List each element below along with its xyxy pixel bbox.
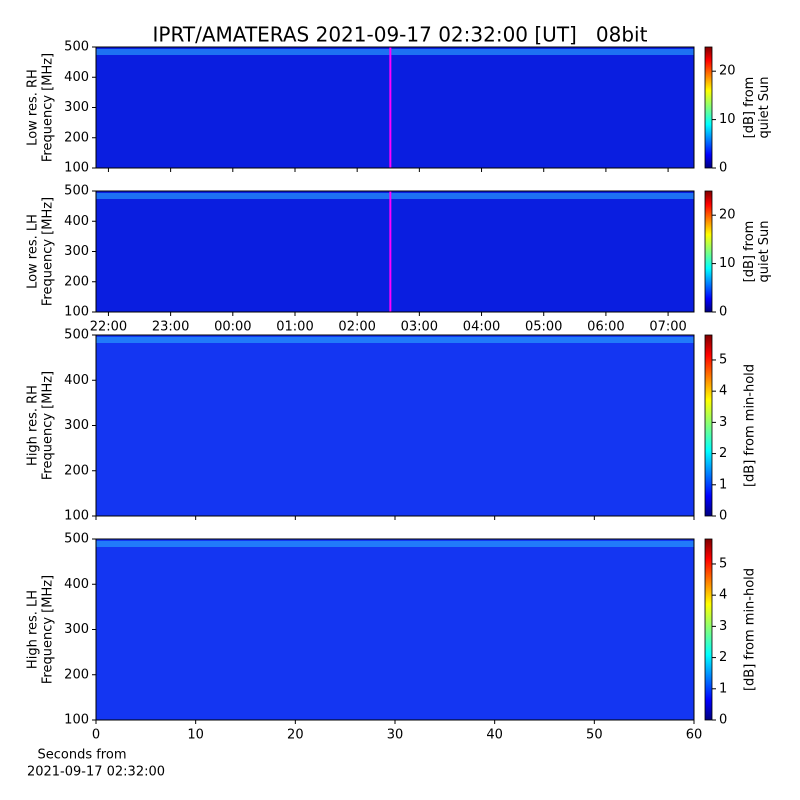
colorbar [704, 46, 713, 169]
top-band [96, 193, 694, 199]
x-tick-label: 03:00 [401, 320, 438, 335]
x-tick-label: 22:00 [90, 320, 127, 335]
spectrogram [96, 47, 694, 168]
y-axis-label: Frequency [MHz] [41, 575, 56, 684]
y-tick-label: 200 [64, 130, 89, 145]
y-tick-label: 200 [64, 667, 89, 682]
x-axis-label: Seconds from [37, 748, 126, 763]
y-tick-label: 300 [64, 244, 89, 259]
x-tick-label: 06:00 [587, 320, 624, 335]
colorbar-tick-label: 5 [719, 352, 727, 367]
colorbar-tick-label: 0 [719, 509, 727, 524]
colorbar-tick-label: 2 [719, 446, 727, 461]
y-tick-label: 400 [64, 577, 89, 592]
y-tick-label: 300 [64, 418, 89, 433]
y-axis-label: Frequency [MHz] [41, 371, 56, 480]
y-axis-label: High res. RH [26, 385, 41, 466]
x-tick-label: 04:00 [463, 320, 500, 335]
y-tick-label: 500 [64, 532, 89, 547]
top-band [96, 541, 694, 547]
y-axis-label: Low res. RH [26, 69, 41, 146]
top-band [96, 337, 694, 343]
x-tick-label: 05:00 [525, 320, 562, 335]
colorbar [704, 334, 713, 517]
x-axis-label: 2021-09-17 02:32:00 [27, 765, 165, 780]
colorbar-label: [dB] from min-hold [743, 568, 758, 691]
y-tick-label: 400 [64, 70, 89, 85]
colorbar [704, 538, 713, 721]
y-tick-label: 100 [64, 161, 89, 176]
x-tick-label: 10 [187, 728, 204, 743]
colorbar-tick-label: 0 [719, 161, 727, 176]
colorbar-tick-label: 4 [719, 588, 727, 603]
colorbar-label: [dB] from [742, 221, 757, 283]
colorbar-tick-label: 5 [719, 556, 727, 571]
y-tick-label: 500 [64, 184, 89, 199]
spectrogram [96, 191, 694, 312]
colorbar-tick-label: 1 [719, 681, 727, 696]
y-tick-label: 200 [64, 274, 89, 289]
y-tick-label: 300 [64, 100, 89, 115]
colorbar-label: [dB] from min-hold [743, 364, 758, 487]
y-tick-label: 100 [64, 713, 89, 728]
x-tick-label: 0 [92, 728, 100, 743]
x-tick-label: 50 [586, 728, 603, 743]
x-tick-label: 23:00 [152, 320, 189, 335]
y-tick-label: 200 [64, 463, 89, 478]
x-tick-label: 30 [387, 728, 404, 743]
y-tick-label: 500 [64, 40, 89, 55]
y-axis-label: High res. LH [26, 590, 41, 669]
colorbar-tick-label: 0 [719, 713, 727, 728]
x-tick-label: 00:00 [214, 320, 251, 335]
top-band [96, 49, 694, 55]
y-tick-label: 100 [64, 305, 89, 320]
y-tick-label: 400 [64, 214, 89, 229]
colorbar-tick-label: 20 [719, 64, 736, 79]
colorbar-tick-label: 3 [719, 619, 727, 634]
colorbar-tick-label: 10 [719, 256, 736, 271]
y-tick-label: 300 [64, 622, 89, 637]
colorbar-tick-label: 3 [719, 415, 727, 430]
colorbar-label: [dB] from [742, 77, 757, 139]
colorbar-tick-label: 20 [719, 208, 736, 223]
y-tick-label: 400 [64, 373, 89, 388]
x-tick-label: 40 [486, 728, 503, 743]
y-tick-label: 100 [64, 509, 89, 524]
y-axis-label: Frequency [MHz] [41, 197, 56, 306]
colorbar-label: quiet Sun [757, 76, 772, 138]
spectrogram [96, 539, 694, 720]
colorbar-tick-label: 1 [719, 477, 727, 492]
x-tick-label: 02:00 [338, 320, 375, 335]
x-tick-label: 07:00 [649, 320, 686, 335]
colorbar-tick-label: 4 [719, 384, 727, 399]
x-tick-label: 60 [686, 728, 703, 743]
x-tick-label: 20 [287, 728, 304, 743]
y-axis-label: Frequency [MHz] [41, 53, 56, 162]
chart-title: IPRT/AMATERAS 2021-09-17 02:32:00 [UT] 0… [153, 23, 648, 47]
x-tick-label: 01:00 [276, 320, 313, 335]
y-axis-label: Low res. LH [26, 214, 41, 289]
colorbar-label: quiet Sun [757, 220, 772, 282]
y-tick-label: 500 [64, 328, 89, 343]
colorbar-tick-label: 2 [719, 650, 727, 665]
colorbar-tick-label: 0 [719, 305, 727, 320]
spectrogram [96, 335, 694, 516]
colorbar [704, 190, 713, 313]
colorbar-tick-label: 10 [719, 112, 736, 127]
